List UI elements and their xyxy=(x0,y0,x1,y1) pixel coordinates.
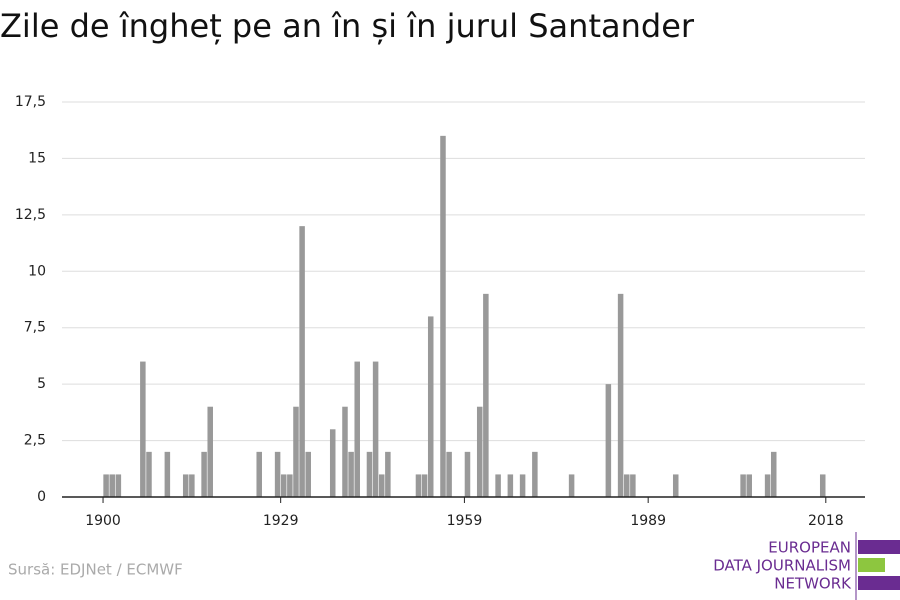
bar xyxy=(672,474,679,497)
bar xyxy=(164,451,171,497)
bar xyxy=(103,474,109,497)
bar xyxy=(385,451,391,497)
x-tick-label: 1929 xyxy=(263,513,299,529)
bar xyxy=(109,474,115,497)
y-tick-label: 12,5 xyxy=(15,207,46,223)
y-tick-label: 0 xyxy=(37,489,46,505)
y-tick-label: 17,5 xyxy=(15,94,46,110)
bar xyxy=(568,474,575,497)
bar xyxy=(507,474,514,497)
logo-bar xyxy=(858,558,885,572)
bar xyxy=(464,451,471,497)
bar xyxy=(483,293,489,497)
y-tick-label: 2,5 xyxy=(24,433,46,449)
bar xyxy=(617,293,624,497)
bar xyxy=(476,406,483,497)
bar xyxy=(366,451,373,497)
y-tick-label: 5 xyxy=(37,376,46,392)
bar xyxy=(532,451,538,497)
x-tick-label: 1989 xyxy=(630,513,666,529)
bar xyxy=(140,361,146,497)
bar xyxy=(299,226,305,497)
bar xyxy=(293,406,299,497)
bar xyxy=(329,429,336,497)
logo-text: EUROPEAN xyxy=(768,539,851,557)
bar xyxy=(348,451,354,497)
bar xyxy=(305,451,311,497)
bar xyxy=(630,474,636,497)
bar xyxy=(605,384,612,497)
bar xyxy=(280,474,287,497)
bar xyxy=(354,361,360,497)
logo-bar xyxy=(858,576,900,590)
logo-text: DATA JOURNALISM xyxy=(713,557,851,575)
chart-title: Zile de îngheț pe an în și în jurul Sant… xyxy=(0,7,695,45)
bar xyxy=(495,474,501,497)
bar xyxy=(770,451,777,497)
bar xyxy=(440,135,446,497)
bar xyxy=(189,474,195,497)
x-tick-label: 1900 xyxy=(85,513,121,529)
bar xyxy=(115,474,122,497)
bar xyxy=(415,474,422,497)
bar xyxy=(207,406,213,497)
source: Sursă: EDJNet / ECMWF xyxy=(8,561,183,579)
bar xyxy=(421,474,428,497)
y-tick-label: 15 xyxy=(28,150,46,166)
y-tick-label: 7,5 xyxy=(24,320,46,336)
bar xyxy=(740,474,746,497)
y-tick-label: 10 xyxy=(28,263,46,279)
bar xyxy=(427,316,434,497)
bar xyxy=(378,474,385,497)
bar xyxy=(764,474,771,497)
bar xyxy=(623,474,630,497)
bar xyxy=(146,451,152,497)
bar xyxy=(256,451,262,497)
x-tick-label: 1959 xyxy=(447,513,483,529)
logo-bar xyxy=(858,540,900,554)
bar xyxy=(274,451,281,497)
bar xyxy=(372,361,379,497)
logo-text: NETWORK xyxy=(774,575,852,593)
bar xyxy=(342,406,348,497)
bar xyxy=(819,474,826,497)
bar xyxy=(519,474,526,497)
bar xyxy=(182,474,189,497)
x-tick-label: 2018 xyxy=(808,513,844,529)
bar xyxy=(287,474,293,497)
bar xyxy=(201,451,207,497)
bar xyxy=(446,451,452,497)
bar xyxy=(746,474,752,497)
